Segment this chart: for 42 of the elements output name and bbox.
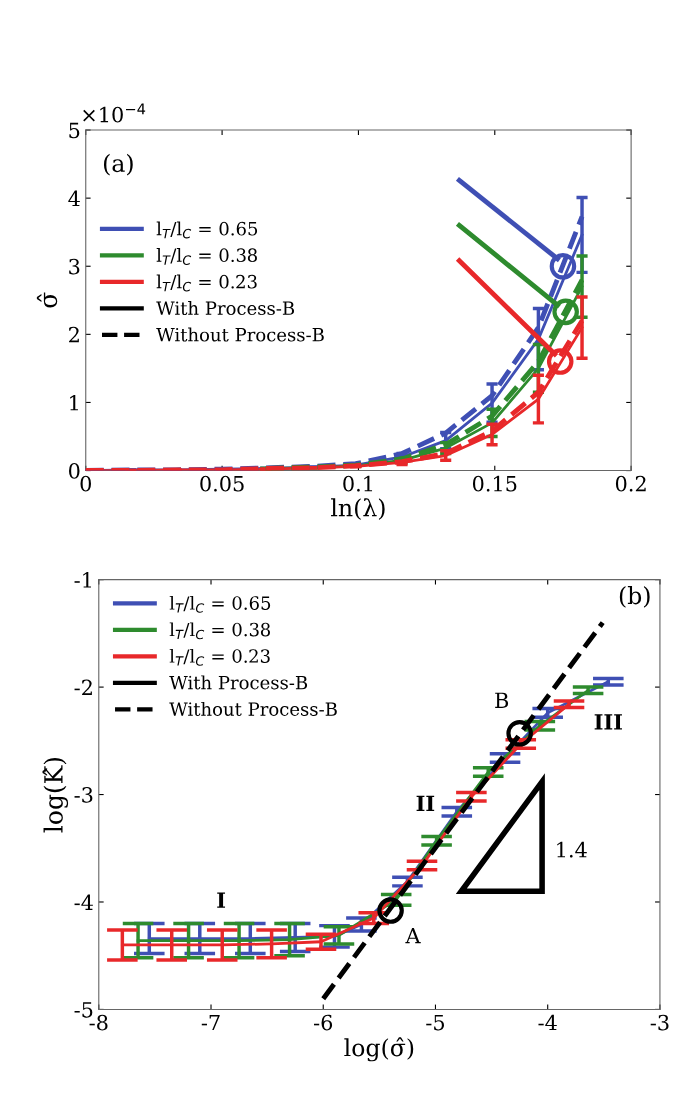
legend-label: With Process-B (169, 675, 308, 690)
annotation: B (495, 692, 509, 708)
annotation: A (405, 928, 421, 944)
text: ×10$^{−4}$ (83, 103, 146, 123)
y-tick-label: 5 (69, 122, 80, 139)
x-tick-label: 0.05 (200, 475, 244, 492)
annotation: 1.4 (557, 841, 587, 858)
y-tick-label: 3 (69, 258, 80, 275)
y-tick-label: 1 (70, 394, 78, 411)
x-tick-label: -7 (201, 1014, 220, 1031)
x-tick-label: -5 (426, 1014, 445, 1031)
x-axis-title: ln(λ) (331, 498, 385, 520)
x-axis-title: log(σ̂) (344, 1037, 414, 1062)
y-tick-label: 0 (69, 463, 80, 479)
y-tick-label: 4 (68, 190, 80, 207)
x-tick-label: 0.1 (343, 475, 373, 492)
legend-label: l$_{T}$/l$_{C}$ = 0.65 (169, 595, 271, 613)
y-axis-title: σ̂ (36, 292, 58, 308)
y-tick-label: -4 (74, 894, 93, 910)
legend-label: l$_{T}$/l$_{C}$ = 0.65 (156, 221, 258, 239)
legend-label: Without Process-B (169, 701, 337, 716)
x-tick-label: -6 (314, 1014, 333, 1031)
x-tick-label: 0.2 (615, 475, 646, 492)
annotation: I (217, 892, 226, 908)
y-tick-label: -3 (74, 786, 93, 803)
annotation: III (594, 714, 622, 730)
x-tick-label: 0.15 (472, 475, 517, 492)
y-tick-label: 2 (69, 326, 79, 343)
legend-label: Without Process-B (156, 327, 324, 342)
x-tick-label: -4 (538, 1014, 557, 1031)
x-tick-label: -3 (650, 1014, 669, 1031)
y-tick-label: -1 (74, 572, 91, 588)
annotation: (b) (619, 586, 650, 608)
legend-label: l$_{T}$/l$_{C}$ = 0.38 (169, 622, 270, 640)
y-axis-title: log(K̂) (42, 757, 69, 833)
legend-label: l$_{T}$/l$_{C}$ = 0.23 (169, 648, 270, 666)
legend-label: l$_{T}$/l$_{C}$ = 0.38 (156, 248, 257, 265)
legend-label: With Process-B (156, 301, 295, 316)
annotation: (a) (103, 153, 133, 176)
y-tick-label: -2 (74, 679, 92, 696)
annotation: II (416, 795, 435, 812)
legend-label: l$_{T}$/l$_{C}$ = 0.23 (156, 274, 257, 292)
